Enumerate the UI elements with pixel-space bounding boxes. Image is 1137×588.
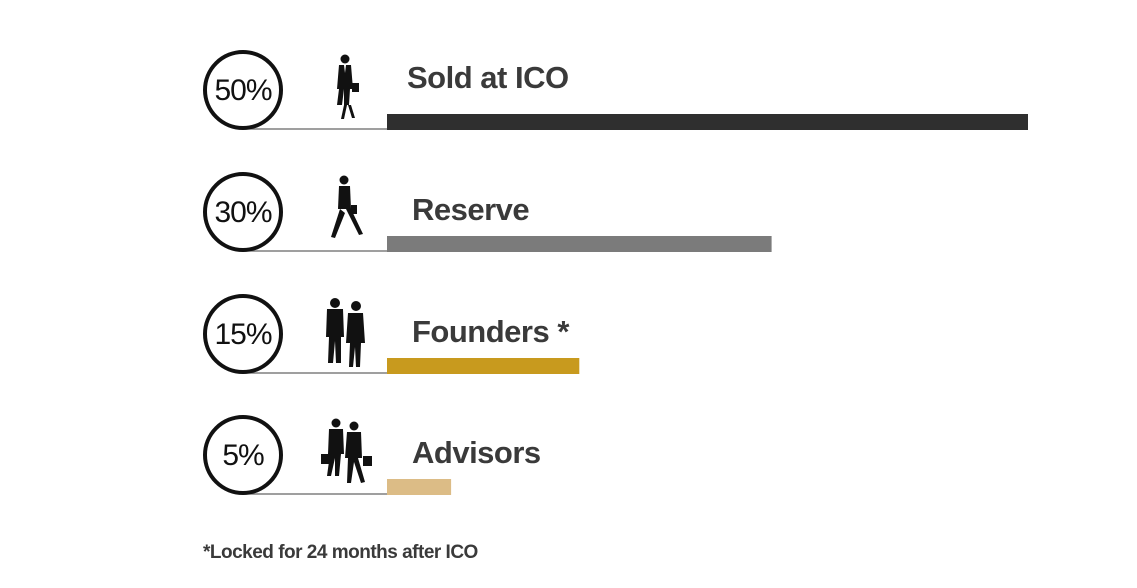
bar: [387, 358, 580, 374]
percent-label: 15%: [214, 318, 271, 351]
footnote: *Locked for 24 months after ICO: [203, 542, 478, 563]
percent-label: 50%: [214, 74, 271, 107]
businessman-walking-icon: [337, 54, 359, 119]
couple-walking-icon: [326, 298, 365, 367]
category-label: Advisors: [412, 435, 541, 470]
bar: [387, 114, 1028, 130]
chart-row: 5% Advisors: [203, 415, 541, 495]
businesswoman-walking-icon: [331, 175, 363, 238]
percent-circle: [203, 415, 283, 495]
bar: [387, 236, 772, 252]
percent-circle: [203, 172, 283, 252]
category-label: Sold at ICO: [407, 60, 569, 95]
percent-circle: [203, 294, 283, 374]
category-label: Reserve: [412, 192, 529, 227]
two-people-briefcases-icon: [321, 418, 372, 483]
chart-row: 30% Reserve: [203, 172, 772, 252]
category-label: Founders *: [412, 314, 570, 349]
percent-circle: [203, 50, 283, 130]
chart-row: 50% Sold at ICO: [203, 50, 1028, 130]
percent-label: 5%: [222, 439, 264, 472]
chart-row: 15% Founders *: [203, 294, 580, 374]
bar: [387, 479, 452, 495]
percent-label: 30%: [214, 196, 271, 229]
